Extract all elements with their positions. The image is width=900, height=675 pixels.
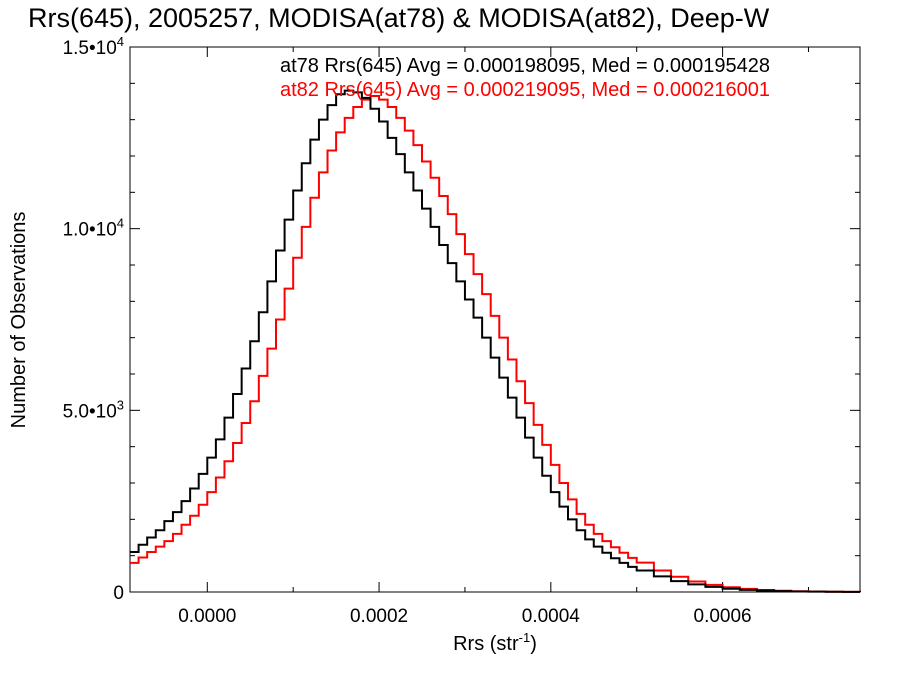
x-tick-label: 0.0006 <box>694 606 752 627</box>
y-tick-mantissa: 5.0•10 <box>63 401 117 422</box>
series-line-at82 <box>130 95 861 593</box>
y-tick-label: 5.0•103 <box>63 397 124 422</box>
y-tick-exponent: 4 <box>117 34 124 49</box>
x-axis-title-close: ) <box>530 633 537 655</box>
y-tick-mantissa: 1.0•10 <box>63 220 117 241</box>
y-tick-exponent: 4 <box>117 216 124 231</box>
chart-title: Rrs(645), 2005257, MODISA(at78) & MODISA… <box>28 3 770 33</box>
x-axis-title-exponent: -1 <box>519 630 531 645</box>
x-tick-label: 0.0002 <box>350 606 408 627</box>
x-tick-label: 0.0000 <box>178 606 236 627</box>
y-tick-label: 1.0•104 <box>63 216 124 241</box>
plot-frame <box>129 46 861 593</box>
y-tick-mantissa: 0 <box>113 583 124 604</box>
x-axis-title-main: Rrs (str <box>453 633 519 655</box>
y-tick-label: 0 <box>113 583 124 604</box>
y-tick-mantissa: 1.5•10 <box>63 38 117 59</box>
y-tick-label: 1.5•104 <box>63 34 124 59</box>
legend-entry-at82: at82 Rrs(645) Avg = 0.000219095, Med = 0… <box>280 79 770 101</box>
x-tick-label: 0.0004 <box>522 606 581 627</box>
legend-entry-at78: at78 Rrs(645) Avg = 0.000198095, Med = 0… <box>280 55 770 77</box>
y-axis-title: Number of Observations <box>8 212 30 429</box>
x-axis-ticks: 0.0000 0.0002 0.0004 0.0006 <box>178 47 809 627</box>
x-axis-title: Rrs (str-1) <box>453 630 537 655</box>
series-line-at78 <box>130 89 861 593</box>
y-tick-exponent: 3 <box>117 397 124 412</box>
series-lines <box>130 89 861 593</box>
